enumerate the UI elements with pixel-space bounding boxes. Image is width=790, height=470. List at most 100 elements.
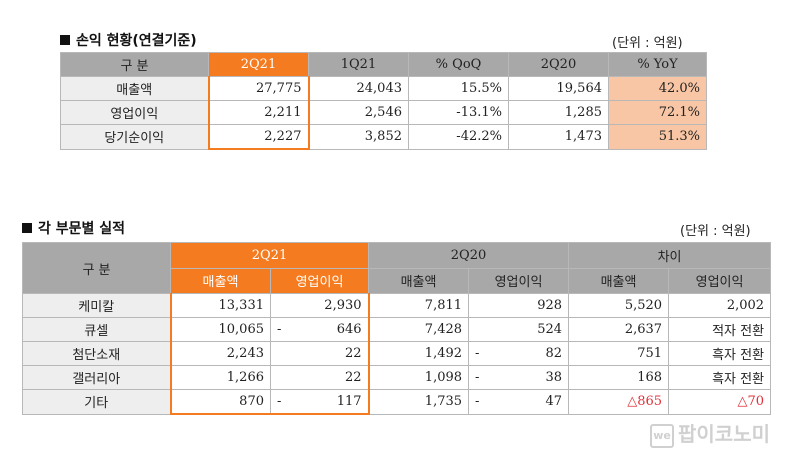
cell-op-2q21: 22	[269, 341, 370, 366]
cell-2q21: 2,227	[207, 124, 310, 150]
cell-sales-2q21: 2,243	[169, 341, 271, 366]
cell-qoq: -13.1%	[408, 100, 509, 125]
cell-sales-diff: △865	[568, 389, 670, 415]
section1-title: 손익 현황(연결기준)	[60, 30, 197, 50]
row-label: 갤러리아	[22, 365, 171, 390]
cell-sales-2q20: 7,811	[368, 293, 470, 318]
subheader-sales: 매출액	[568, 267, 670, 294]
minus-sign: -	[475, 370, 480, 385]
cell-sales-diff: 5,520	[568, 293, 670, 318]
cell-value: 38	[545, 370, 563, 385]
cell-op-2q20: 928	[468, 293, 570, 318]
section2-title: 각 부문별 실적	[22, 218, 125, 238]
header-category: 구 분	[60, 52, 209, 77]
cell-op-diff: 흑자 전환	[668, 341, 772, 366]
minus-sign: -	[277, 394, 282, 409]
table-row: 케미칼 13,331 2,930 7,811 928 5,520 2,002	[22, 293, 772, 318]
cell-sales-2q20: 1,735	[368, 389, 470, 415]
subheader-op: 영업이익	[668, 267, 772, 294]
cell-sales-2q21: 13,331	[169, 293, 271, 318]
row-label: 영업이익	[60, 100, 209, 125]
header-diff: 차이	[568, 242, 772, 269]
cell-2q21: 2,211	[207, 100, 310, 125]
cell-yoy: 51.3%	[608, 124, 707, 150]
table-row: 첨단소재 2,243 22 1,492 - 82 751 흑자 전환	[22, 341, 772, 366]
cell-qoq: -42.2%	[408, 124, 509, 150]
section2-title-text: 각 부문별 실적	[38, 221, 126, 237]
row-label: 케미칼	[22, 293, 171, 318]
cell-sales-diff: 2,637	[568, 317, 670, 342]
cell-1q21: 2,546	[308, 100, 409, 125]
cell-sales-2q21: 10,065	[169, 317, 271, 342]
table-row: 기타 870 - 117 1,735 - 47 △865 △70	[22, 389, 772, 415]
header-2q20: 2Q20	[368, 242, 570, 269]
header-2q21: 2Q21	[169, 242, 370, 269]
cell-op-2q20: - 82	[468, 341, 570, 366]
header-2q20: 2Q20	[508, 52, 609, 77]
minus-sign: -	[277, 322, 282, 337]
cell-op-2q21: - 646	[269, 317, 370, 342]
cell-2q20: 1,473	[508, 124, 609, 150]
cell-value: 646	[336, 322, 362, 337]
square-bullet-icon	[22, 223, 32, 233]
cell-op-2q20: 524	[468, 317, 570, 342]
cell-op-diff: 흑자 전환	[668, 365, 772, 390]
subheader-op: 영업이익	[468, 267, 570, 294]
row-label: 매출액	[60, 76, 209, 101]
row-label: 기타	[22, 389, 171, 415]
cell-qoq: 15.5%	[408, 76, 509, 101]
section2-unit: (단위 : 억원)	[680, 224, 751, 239]
cell-value: 117	[336, 394, 362, 409]
cell-value: 82	[545, 346, 563, 361]
cell-op-2q21: 2,930	[269, 293, 370, 318]
table-row: 큐셀 10,065 - 646 7,428 524 2,637 적자 전환	[22, 317, 772, 342]
cell-sales-2q20: 1,098	[368, 365, 470, 390]
income-table: 구 분 2Q21 1Q21 % QoQ 2Q20 % YoY 매출액 27,77…	[60, 52, 707, 150]
header-qoq: % QoQ	[408, 52, 509, 77]
watermark-text: 팝이코노미	[678, 422, 770, 446]
cell-sales-2q21: 870	[169, 389, 271, 415]
square-bullet-icon	[60, 35, 70, 45]
row-label: 당기순이익	[60, 124, 209, 150]
cell-yoy: 72.1%	[608, 100, 707, 125]
cell-op-2q21: - 117	[269, 389, 370, 415]
table-row: 당기순이익 2,227 3,852 -42.2% 1,473 51.3%	[60, 124, 707, 150]
cell-op-diff: 2,002	[668, 293, 772, 318]
subheader-sales: 매출액	[368, 267, 470, 294]
cell-yoy: 42.0%	[608, 76, 707, 101]
table-row: 갤러리아 1,266 22 1,098 - 38 168 흑자 전환	[22, 365, 772, 390]
cell-sales-2q20: 7,428	[368, 317, 470, 342]
cell-2q20: 19,564	[508, 76, 609, 101]
row-label: 큐셀	[22, 317, 171, 342]
cell-2q21: 27,775	[207, 76, 310, 101]
segment-table: 구 분 2Q21 2Q20 차이 매출액 영업이익 매출액 영업이익 매출액 영…	[22, 242, 772, 415]
section1-title-text: 손익 현황(연결기준)	[76, 33, 197, 49]
cell-1q21: 24,043	[308, 76, 409, 101]
cell-op-2q20: - 47	[468, 389, 570, 415]
header-2q21: 2Q21	[208, 52, 309, 77]
subheader-op: 영업이익	[269, 267, 370, 294]
cell-2q20: 1,285	[508, 100, 609, 125]
header-category: 구 분	[22, 242, 171, 294]
cell-1q21: 3,852	[308, 124, 409, 150]
cell-op-2q21: 22	[269, 365, 370, 390]
watermark: we 팝이코노미	[650, 418, 770, 448]
cell-sales-diff: 751	[568, 341, 670, 366]
table-row: 영업이익 2,211 2,546 -13.1% 1,285 72.1%	[60, 100, 707, 125]
cell-value: 47	[545, 394, 563, 410]
table-row: 매출액 27,775 24,043 15.5% 19,564 42.0%	[60, 76, 707, 101]
header-yoy: % YoY	[608, 52, 707, 77]
minus-sign: -	[475, 394, 480, 410]
cell-sales-2q20: 1,492	[368, 341, 470, 366]
cell-sales-diff: 168	[568, 365, 670, 390]
subheader-sales: 매출액	[170, 267, 271, 294]
brand-logo-icon: we	[650, 424, 674, 448]
row-label: 첨단소재	[22, 341, 171, 366]
cell-op-diff: 적자 전환	[668, 317, 772, 342]
cell-op-2q20: - 38	[468, 365, 570, 390]
cell-sales-2q21: 1,266	[169, 365, 271, 390]
minus-sign: -	[475, 346, 480, 361]
cell-op-diff: △70	[668, 389, 772, 415]
header-1q21: 1Q21	[308, 52, 409, 77]
section1-unit: (단위 : 억원)	[612, 36, 683, 51]
